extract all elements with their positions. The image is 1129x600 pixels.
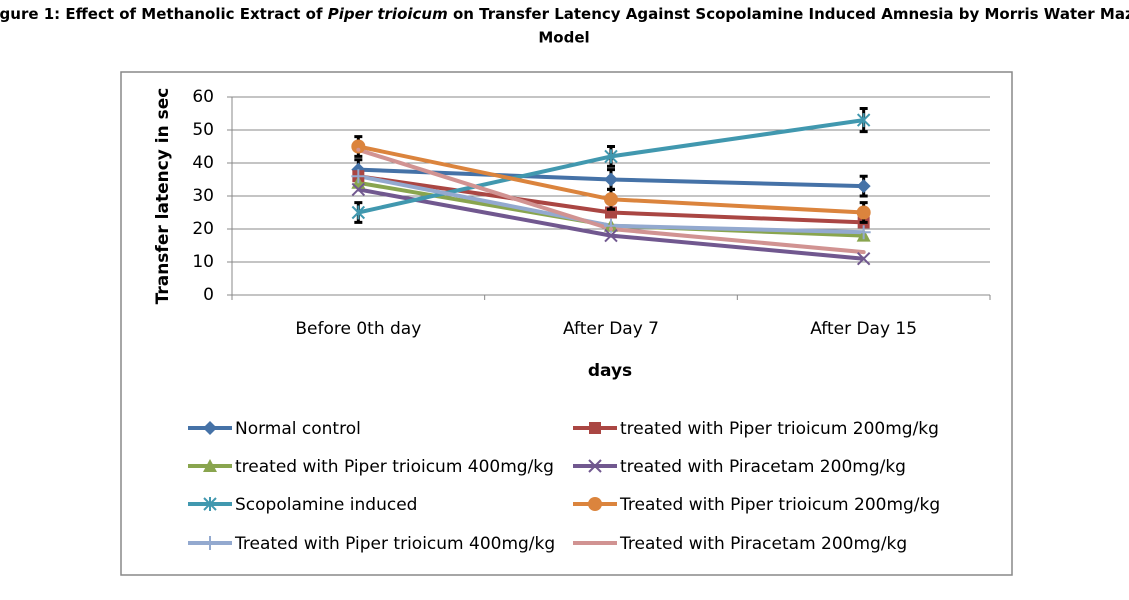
marker (856, 113, 871, 128)
chart-title: Figure 1: Effect of Methanolic Extract o… (0, 5, 1129, 23)
marker (856, 251, 871, 266)
marker (856, 205, 871, 220)
title-part: Piper trioicum (328, 5, 448, 23)
y-tick-label: 30 (192, 186, 214, 206)
marker (588, 497, 602, 511)
marker (856, 225, 871, 240)
marker (351, 182, 366, 197)
y-tick-label: 0 (203, 285, 214, 305)
legend-label: Normal control (235, 419, 361, 439)
marker (856, 179, 871, 194)
marker (356, 147, 361, 152)
y-tick-label: 60 (192, 87, 214, 107)
y-axis-title: Transfer latency in sec (153, 88, 173, 305)
legend-label: treated with Piper trioicum 400mg/kg (235, 457, 554, 477)
marker (351, 205, 366, 220)
x-tick-label: After Day 15 (810, 319, 917, 339)
marker (604, 149, 618, 164)
legend-label: Scopolamine induced (235, 495, 417, 515)
legend-label: treated with Piper trioicum 200mg/kg (620, 419, 939, 439)
marker (203, 421, 217, 435)
marker (351, 139, 366, 154)
y-tick-label: 20 (192, 219, 214, 239)
title-part: on Transfer Latency Against Scopolamine … (448, 5, 1129, 23)
y-tick-label: 10 (192, 252, 214, 272)
marker (351, 169, 366, 184)
y-tick-label: 40 (192, 153, 214, 173)
marker (604, 228, 618, 243)
marker (203, 497, 217, 511)
marker (604, 172, 618, 187)
title-part: Figure 1: Effect of Methanolic Extract o… (0, 5, 328, 23)
x-tick-label: After Day 7 (563, 319, 659, 339)
marker (589, 422, 601, 434)
legend-label: treated with Piracetam 200mg/kg (620, 457, 906, 477)
chart-title: Model (538, 29, 589, 47)
marker (609, 227, 613, 231)
marker (593, 541, 597, 545)
legend-label: Treated with Piper trioicum 200mg/kg (619, 495, 940, 515)
x-tick-label: Before 0th day (295, 319, 421, 339)
marker (203, 536, 217, 550)
chart-frame (120, 71, 1013, 576)
y-tick-label: 50 (192, 120, 214, 140)
marker (604, 192, 618, 207)
x-axis-title: days (588, 361, 632, 381)
marker (861, 250, 866, 255)
legend-label: Treated with Piracetam 200mg/kg (619, 534, 907, 554)
legend-label: Treated with Piper trioicum 400mg/kg (234, 534, 555, 554)
marker (203, 459, 217, 472)
marker (588, 459, 602, 473)
